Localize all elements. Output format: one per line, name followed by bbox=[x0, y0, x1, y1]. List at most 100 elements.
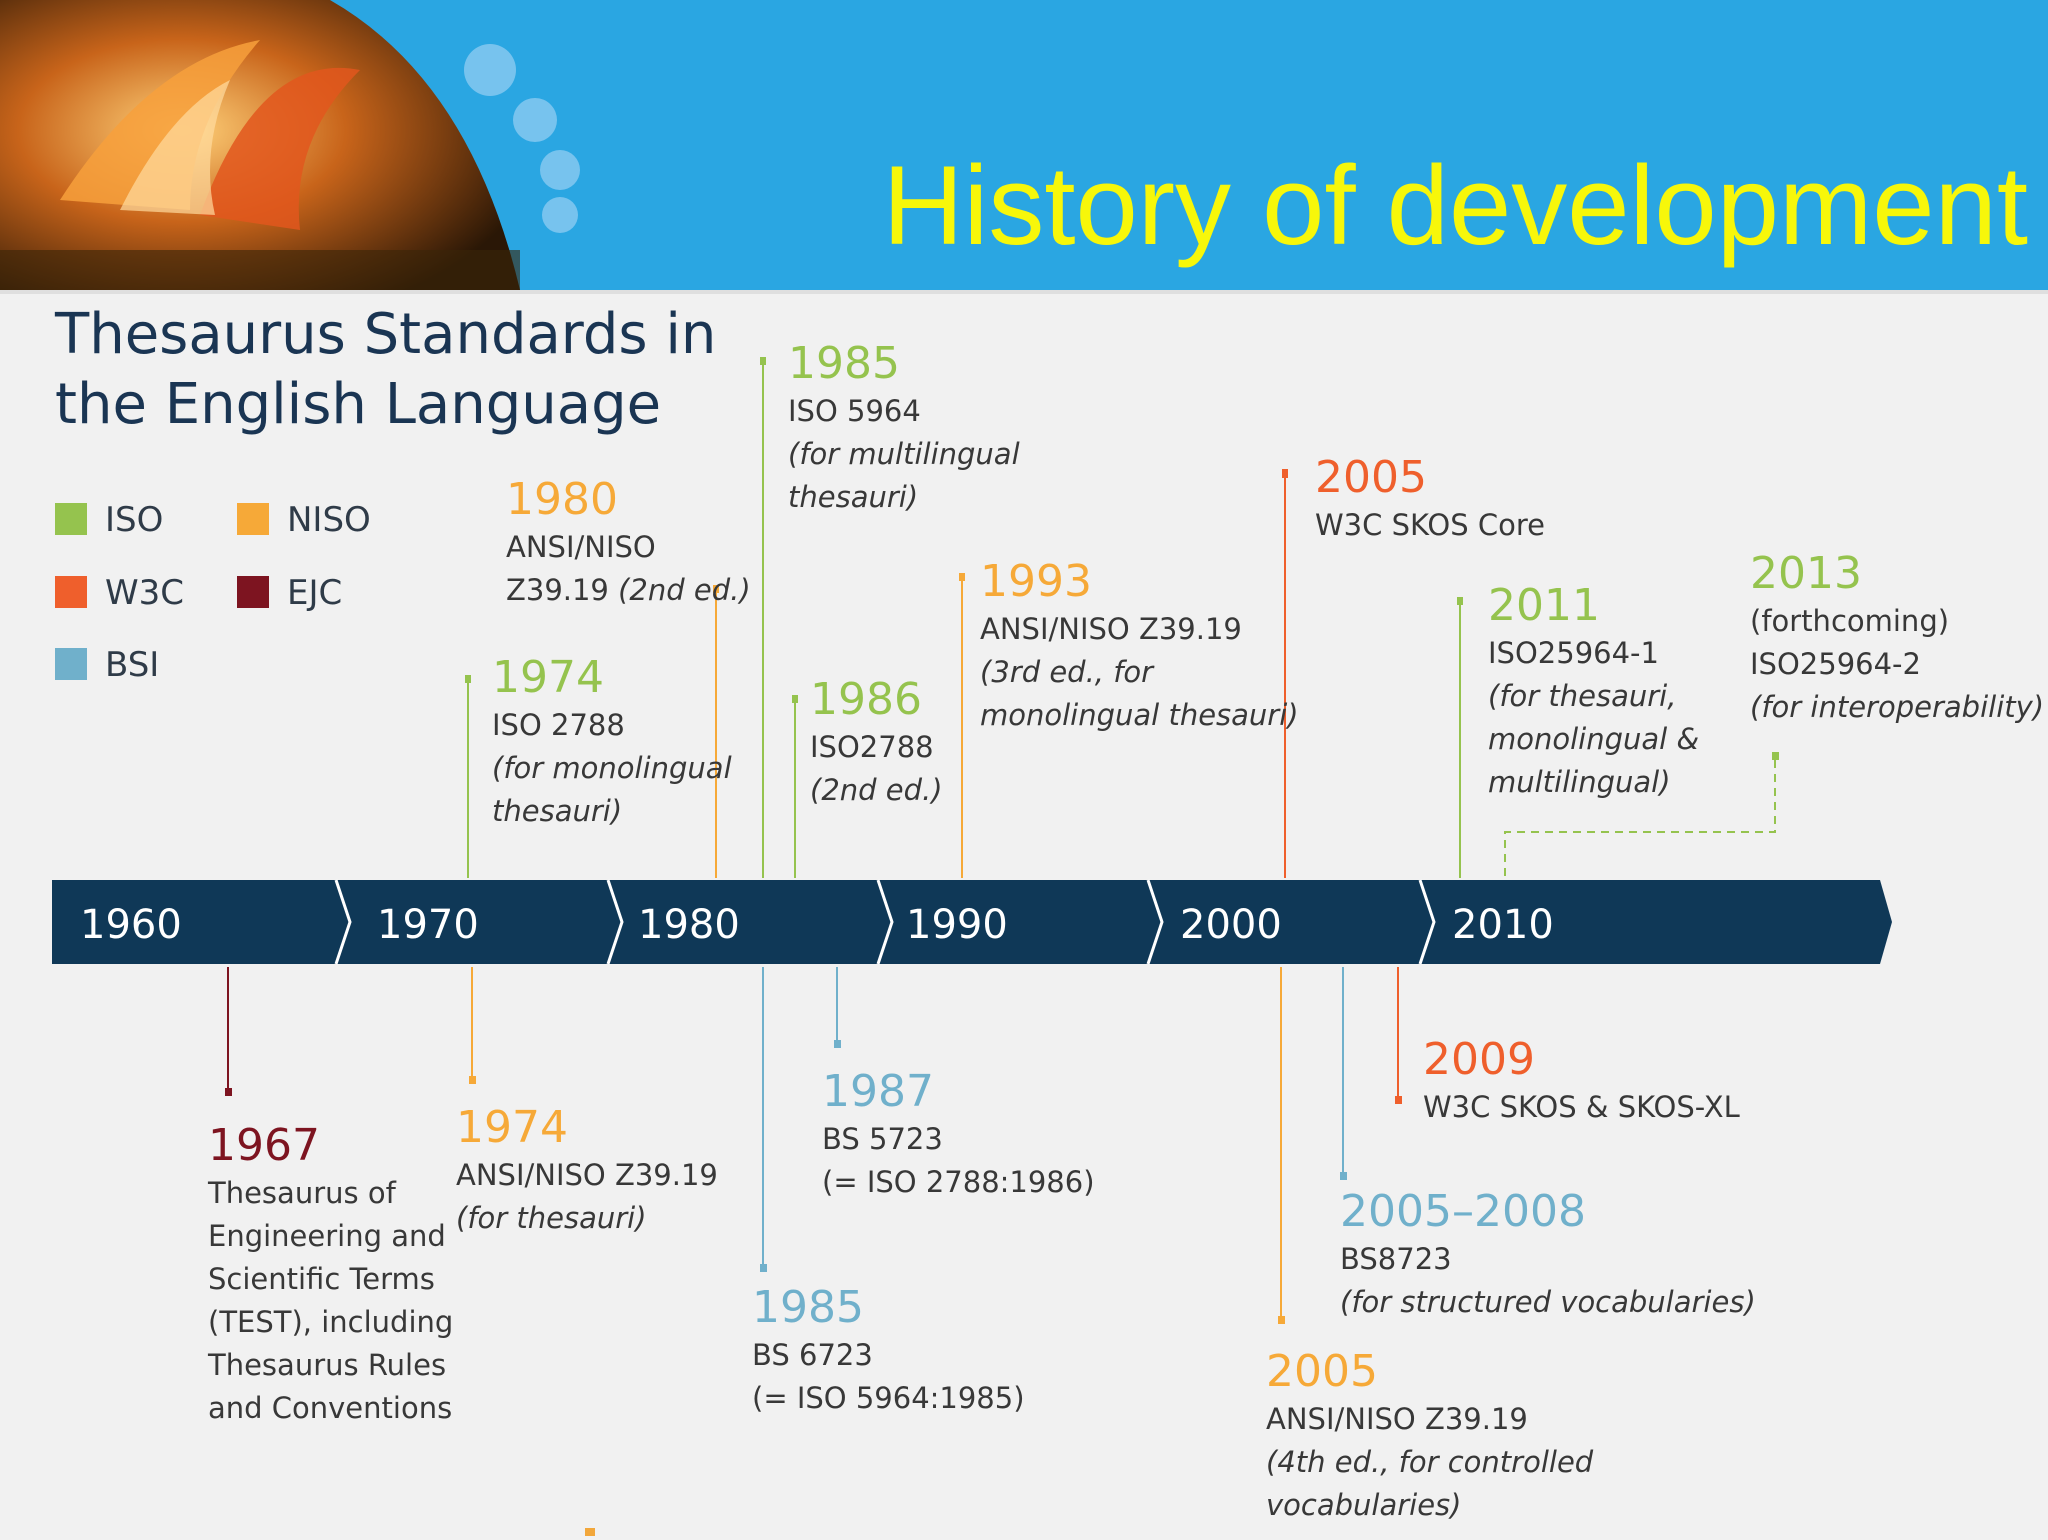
connector-dot-1980-niso bbox=[713, 585, 719, 593]
event-name-2: (= ISO 2788:1986) bbox=[822, 1165, 1095, 1199]
connectors-above bbox=[465, 357, 1779, 878]
event-name: ISO25964-1 bbox=[1488, 636, 1659, 670]
event-line: Thesaurus Rules bbox=[208, 1348, 447, 1382]
event-note: (2nd ed.) bbox=[810, 773, 943, 807]
legend-item-w3c: W3C bbox=[55, 573, 184, 613]
event-name: ISO 2788 bbox=[492, 708, 625, 742]
event-note: (4th ed., for controlled bbox=[1266, 1445, 1594, 1479]
event-name-2: ISO25964-2 bbox=[1750, 647, 1921, 681]
book-illustration-icon bbox=[0, 0, 580, 290]
event-1974-ansi-niso: 1974 ANSI/NISO Z39.19 (for thesauri) bbox=[456, 1102, 718, 1240]
connector-dot-1985-bsi bbox=[760, 1264, 767, 1272]
event-1987-bs-5723: 1987 BS 5723 (= ISO 2788:1986) bbox=[822, 1066, 1095, 1204]
event-note: multilingual) bbox=[1488, 765, 1671, 799]
connector-dot-1993-niso bbox=[959, 573, 965, 581]
legend-item-ejc: EJC bbox=[237, 573, 342, 613]
connector-dot-1986-iso bbox=[792, 695, 798, 703]
connector-dot-2005-w3c bbox=[1282, 469, 1288, 478]
connector-dot-2009-w3c bbox=[1395, 1096, 1402, 1104]
connector-dot-1985-iso bbox=[760, 357, 766, 365]
connectors-below bbox=[225, 967, 1402, 1324]
event-year: 2013 bbox=[1750, 548, 1862, 599]
event-year: 1967 bbox=[208, 1120, 320, 1171]
diagram-title-line-1: Thesaurus Standards in bbox=[55, 302, 717, 367]
tick-2010: 2010 bbox=[1452, 902, 1554, 948]
diagram-title-line-2: the English Language bbox=[55, 372, 662, 437]
connector-dot-2005-niso bbox=[1278, 1316, 1285, 1324]
event-note: monolingual thesauri) bbox=[980, 698, 1299, 732]
event-line: Engineering and bbox=[208, 1219, 446, 1253]
event-2005-ansi-niso: 2005 ANSI/NISO Z39.19 (4th ed., for cont… bbox=[1266, 1346, 1593, 1527]
event-year: 1980 bbox=[506, 474, 618, 525]
event-name: BS8723 bbox=[1340, 1242, 1452, 1276]
event-2005-2008-bs-8723: 2005–2008 BS8723 (for structured vocabul… bbox=[1340, 1186, 1756, 1324]
event-name: ISO2788 bbox=[810, 730, 934, 764]
event-name: ANSI/NISO bbox=[506, 530, 656, 564]
connector-dot-2005-bsi bbox=[1340, 1172, 1347, 1180]
timeline-separators bbox=[334, 879, 1436, 965]
event-2013-iso-25964-2: 2013 (forthcoming) ISO25964-2 (for inter… bbox=[1750, 548, 2044, 729]
legend-label-iso: ISO bbox=[105, 500, 164, 540]
event-note: (3rd ed., for bbox=[980, 655, 1154, 689]
event-year: 2011 bbox=[1488, 580, 1600, 631]
event-note: vocabularies) bbox=[1266, 1488, 1462, 1522]
timeline-bar: 1960 1970 1980 1990 2000 2010 bbox=[52, 879, 1892, 965]
event-1974-iso-2788: 1974 ISO 2788 (for monolingual thesauri) bbox=[492, 652, 732, 833]
event-name: ISO 5964 bbox=[788, 394, 921, 428]
event-name: BS 6723 bbox=[752, 1338, 873, 1372]
event-2005-w3c-skos-core: 2005 W3C SKOS Core bbox=[1315, 452, 1545, 547]
event-note: monolingual & bbox=[1488, 722, 1700, 756]
event-year: 1993 bbox=[980, 556, 1092, 607]
event-year: 1986 bbox=[810, 674, 922, 725]
legend-swatch-niso bbox=[237, 503, 269, 535]
diagram-title: Thesaurus Standards in the English Langu… bbox=[55, 300, 716, 440]
timeline-bar-body bbox=[52, 880, 1892, 964]
event-1985-iso-5964: 1985 ISO 5964 (for multilingual thesauri… bbox=[788, 338, 1020, 519]
connector-dot-1967-ejc bbox=[225, 1088, 232, 1096]
event-2011-iso-25964-1: 2011 ISO25964-1 (for thesauri, monolingu… bbox=[1488, 580, 1699, 804]
tick-2000: 2000 bbox=[1180, 902, 1282, 948]
legend-label-bsi: BSI bbox=[105, 645, 160, 685]
event-name: BS 5723 bbox=[822, 1122, 943, 1156]
event-note: (for monolingual bbox=[492, 751, 732, 785]
legend-label-w3c: W3C bbox=[105, 573, 184, 613]
legend-label-ejc: EJC bbox=[287, 573, 343, 613]
event-line: Thesaurus of bbox=[208, 1176, 396, 1210]
tick-1960: 1960 bbox=[80, 902, 182, 948]
event-year: 1985 bbox=[788, 338, 900, 389]
slide-title: History of development bbox=[882, 143, 2028, 268]
event-name: (forthcoming) bbox=[1750, 604, 1950, 638]
event-name: ANSI/NISO Z39.19 bbox=[1266, 1402, 1528, 1436]
event-note: (for thesauri, bbox=[1488, 679, 1677, 713]
event-line: (TEST), including bbox=[208, 1305, 454, 1339]
event-1985-bs-6723: 1985 BS 6723 (= ISO 5964:1985) bbox=[752, 1282, 1025, 1420]
event-year: 2005 bbox=[1315, 452, 1427, 503]
event-year: 1985 bbox=[752, 1282, 864, 1333]
connector-dot-2011-iso bbox=[1457, 597, 1463, 605]
event-name: ANSI/NISO Z39.19 bbox=[456, 1158, 718, 1192]
legend-swatch-bsi bbox=[55, 648, 87, 680]
event-name: ANSI/NISO Z39.19 bbox=[980, 612, 1242, 646]
event-note: (for thesauri) bbox=[456, 1201, 647, 1235]
event-line: and Conventions bbox=[208, 1391, 453, 1425]
event-line: Scientific Terms bbox=[208, 1262, 435, 1296]
event-1986-iso-2788: 1986 ISO2788 (2nd ed.) bbox=[810, 674, 943, 812]
event-1980-ansi-niso: 1980 ANSI/NISO Z39.19 (2nd ed.) bbox=[506, 474, 751, 612]
cropped-marker bbox=[585, 1528, 595, 1536]
event-2009-w3c-skos-xl: 2009 W3C SKOS & SKOS-XL bbox=[1423, 1034, 1740, 1129]
event-name-2: (= ISO 5964:1985) bbox=[752, 1381, 1025, 1415]
legend-label-niso: NISO bbox=[287, 500, 371, 540]
event-note: (for interoperability) bbox=[1750, 690, 2045, 724]
legend-item-niso: NISO bbox=[237, 500, 371, 540]
slide-header: History of development bbox=[0, 0, 2048, 290]
connector-dot-1974-niso bbox=[469, 1076, 476, 1084]
event-name: W3C SKOS & SKOS-XL bbox=[1423, 1090, 1740, 1124]
legend-swatch-w3c bbox=[55, 576, 87, 608]
connector-dot-1987-bsi bbox=[834, 1040, 841, 1048]
legend-swatch-ejc bbox=[237, 576, 269, 608]
tick-1990: 1990 bbox=[906, 902, 1008, 948]
event-year: 1974 bbox=[492, 652, 604, 703]
event-note: thesauri) bbox=[492, 794, 623, 828]
event-year: 2005–2008 bbox=[1340, 1186, 1586, 1237]
